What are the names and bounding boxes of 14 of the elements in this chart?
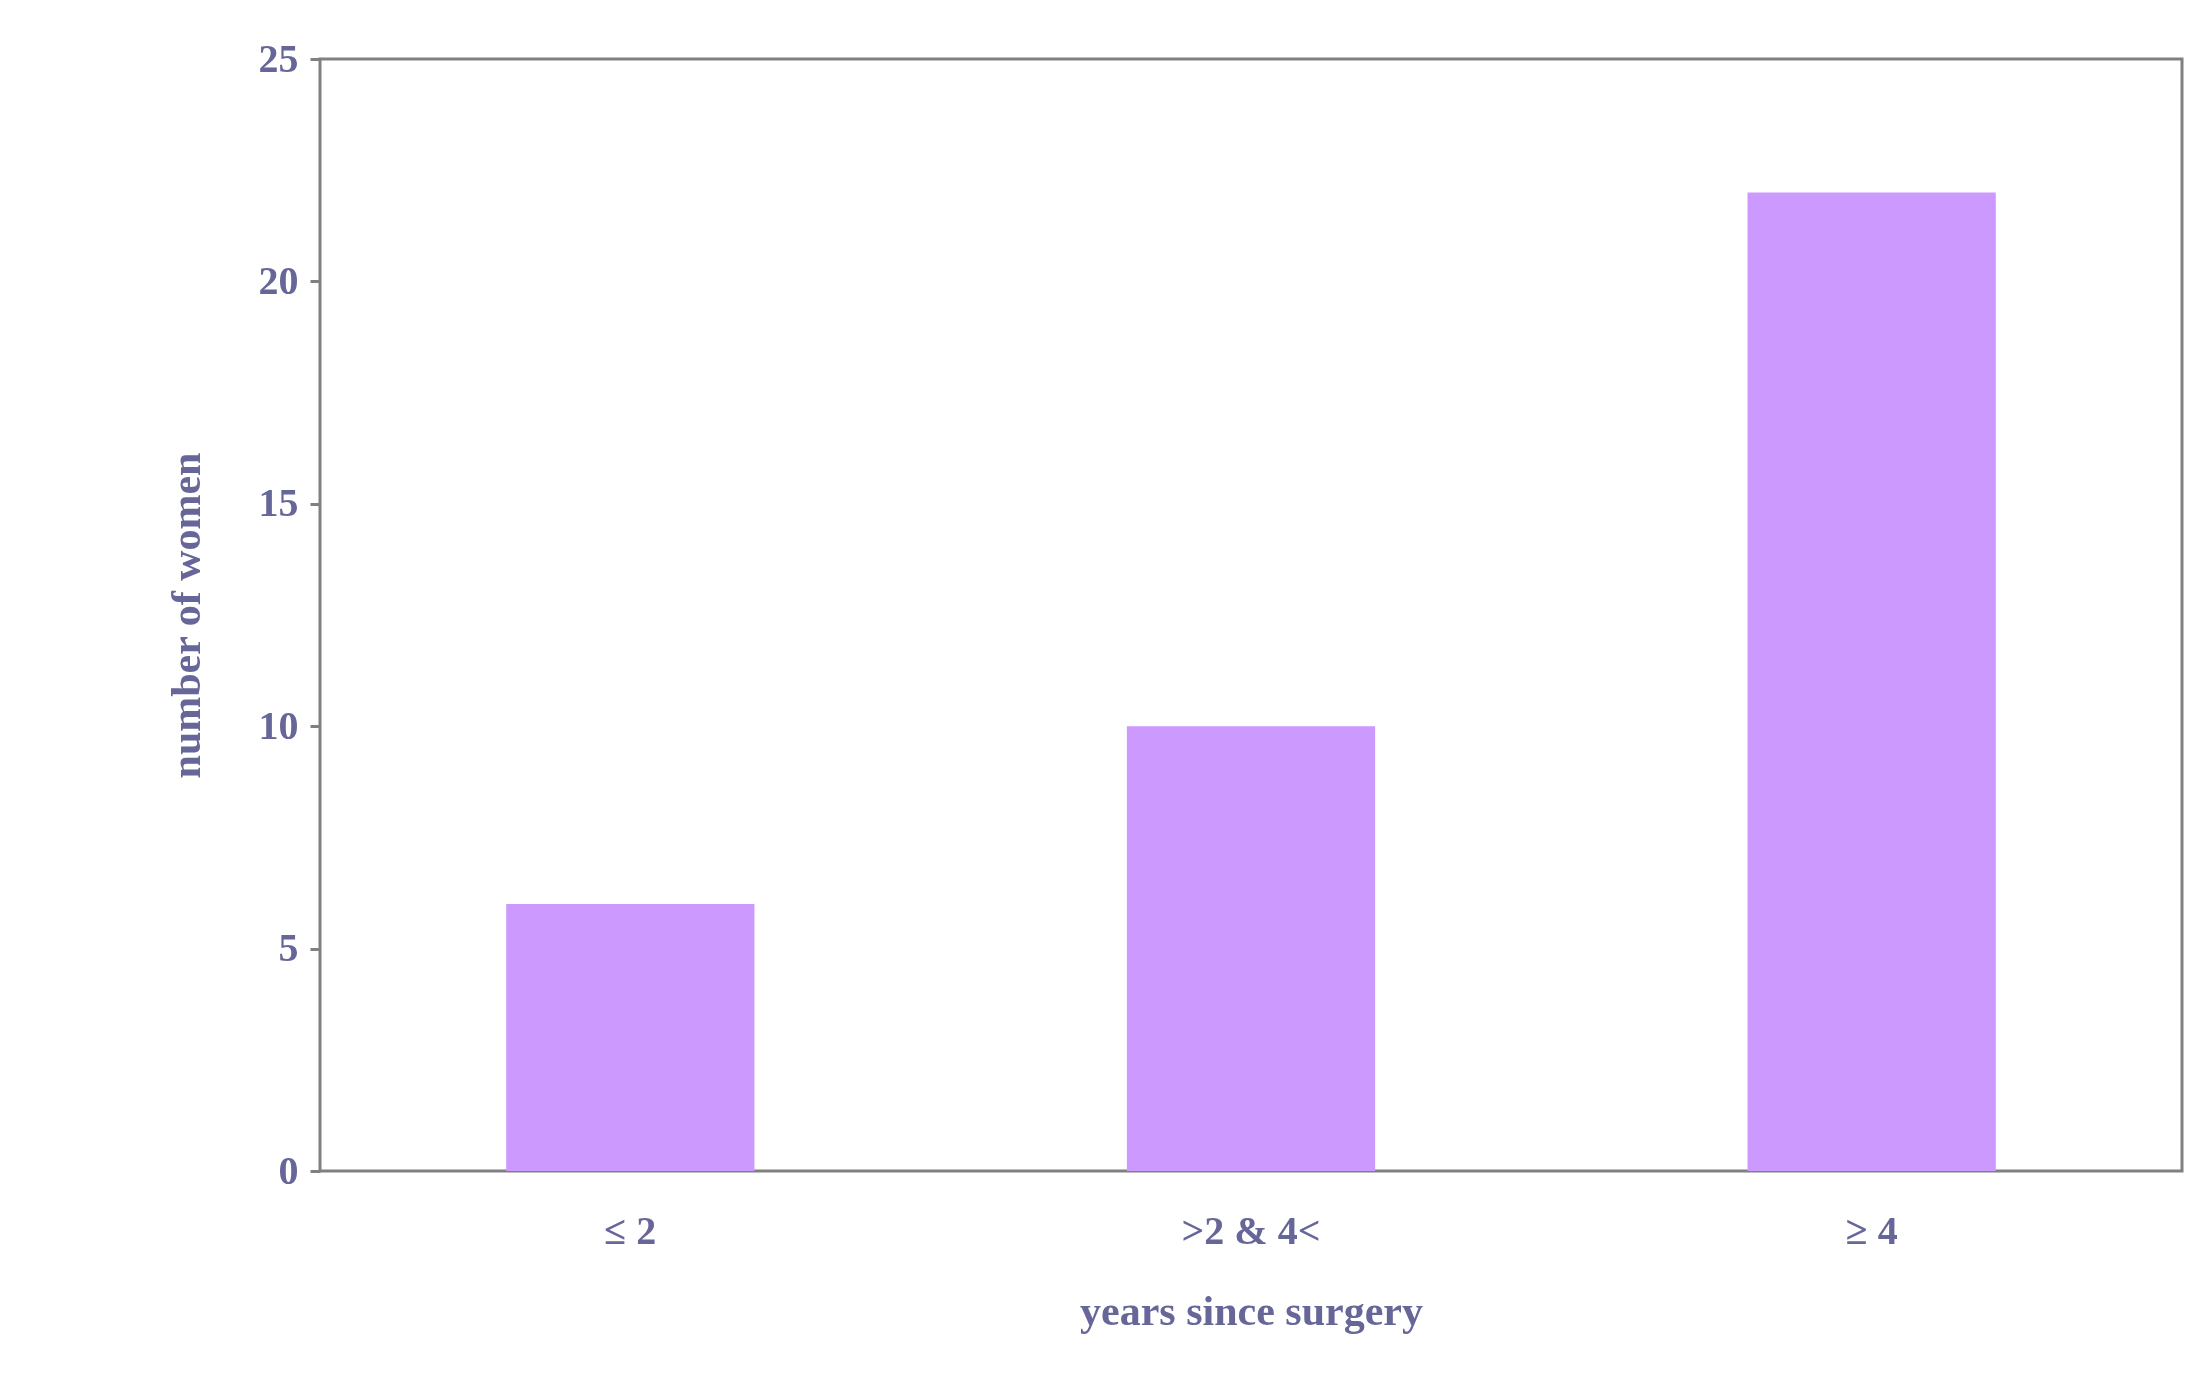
x-tick-label: >2 & 4< <box>1181 1207 1321 1253</box>
x-tick-label: ≥ 4 <box>1845 1207 1898 1253</box>
y-tick-label: 15 <box>258 480 299 526</box>
x-axis-title: years since surgery <box>1080 1287 1423 1334</box>
y-tick-label: 20 <box>258 257 299 303</box>
bar <box>506 904 755 1171</box>
y-tick-label: 5 <box>278 925 299 971</box>
y-tick-label: 10 <box>258 702 299 748</box>
y-axis-title: number of women <box>162 452 209 779</box>
bar <box>1126 726 1376 1171</box>
y-tick-label: 0 <box>278 1147 299 1193</box>
bar <box>1747 192 1996 1171</box>
y-tick-label: 25 <box>258 35 299 81</box>
x-tick-label: ≤ 2 <box>604 1207 657 1253</box>
